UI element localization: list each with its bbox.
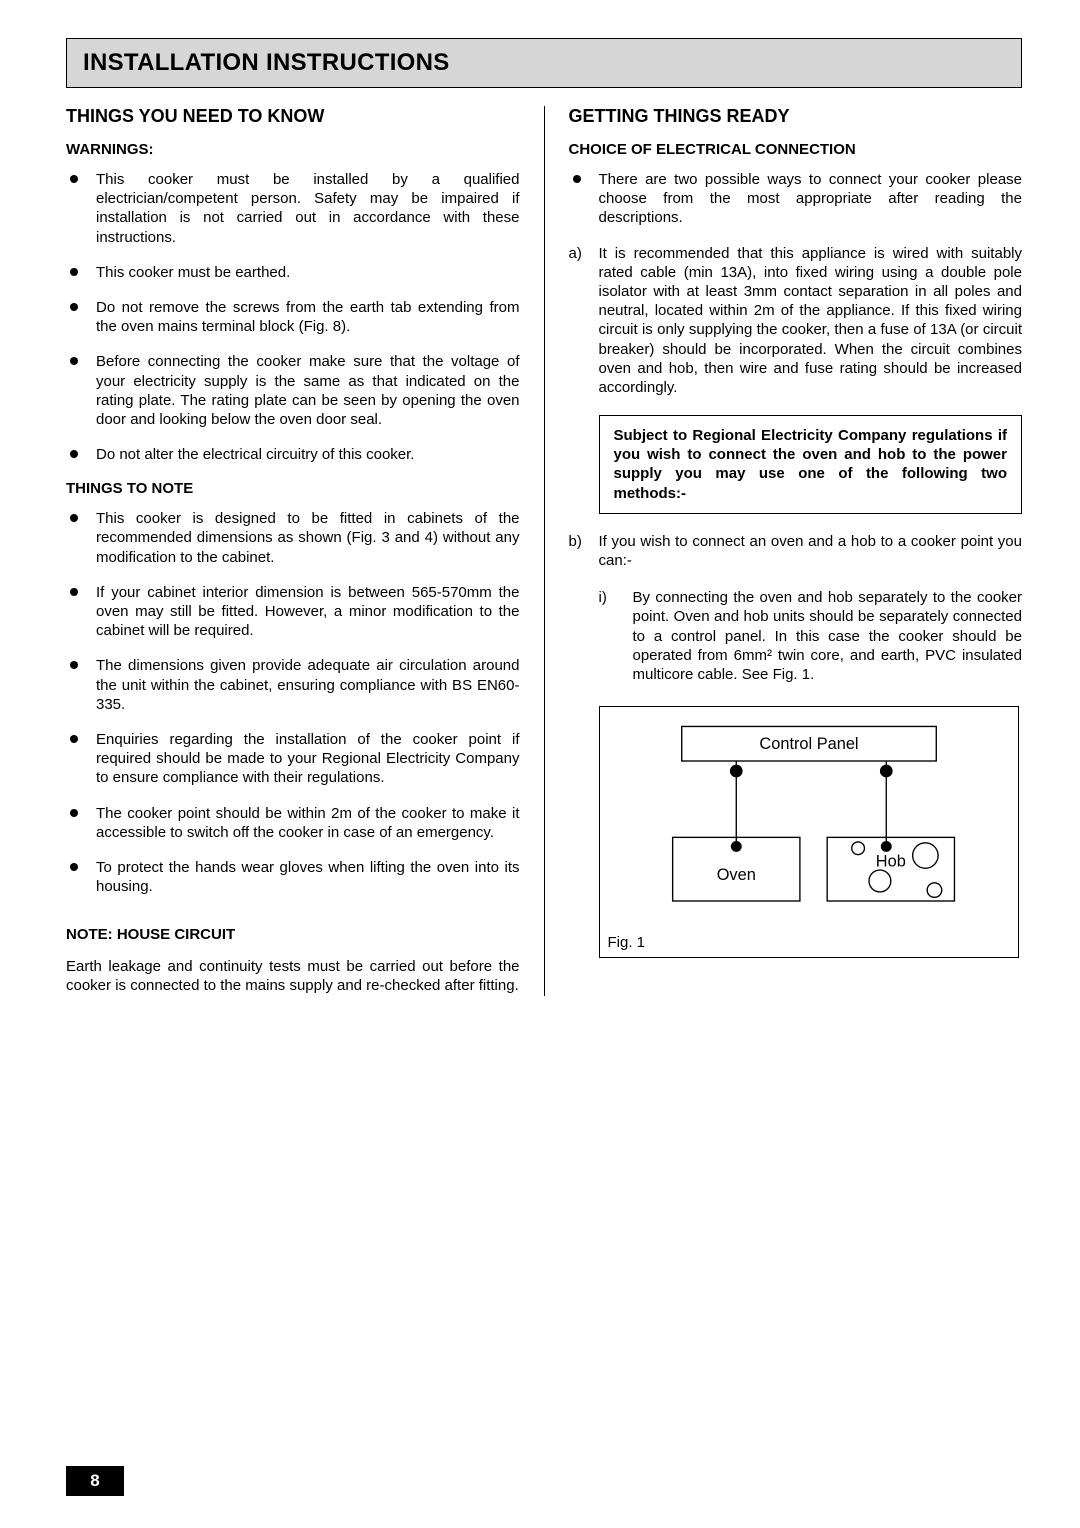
getting-ready-heading: GETTING THINGS READY: [569, 106, 1023, 127]
warnings-heading: WARNINGS:: [66, 141, 520, 158]
control-panel-label: Control Panel: [759, 735, 858, 753]
item-a-label: a): [569, 244, 599, 398]
regional-note-box: Subject to Regional Electricity Company …: [599, 415, 1023, 514]
content-columns: THINGS YOU NEED TO KNOW WARNINGS: This c…: [66, 106, 1022, 996]
item-a: a) It is recommended that this appliance…: [569, 244, 1023, 398]
hob-label: Hob: [875, 853, 905, 871]
page-header: INSTALLATION INSTRUCTIONS: [66, 38, 1022, 88]
list-item: The dimensions given provide adequate ai…: [66, 656, 520, 714]
things-to-note-heading: THINGS TO NOTE: [66, 480, 520, 497]
list-item: To protect the hands wear gloves when li…: [66, 858, 520, 896]
figure-caption: Fig. 1: [600, 932, 1018, 957]
wiring-diagram-svg: Control Panel Oven Hob: [618, 721, 1000, 921]
list-item: This cooker is designed to be fitted in …: [66, 509, 520, 567]
list-item: This cooker must be earthed.: [66, 263, 520, 282]
house-circuit-body: Earth leakage and continuity tests must …: [66, 957, 520, 995]
intro-bullet-list: There are two possible ways to connect y…: [569, 170, 1023, 228]
page-number: 8: [66, 1466, 124, 1496]
item-b-i-label: i): [599, 588, 633, 684]
item-b-body: If you wish to connect an oven and a hob…: [599, 532, 1023, 570]
right-column: GETTING THINGS READY CHOICE OF ELECTRICA…: [569, 106, 1023, 996]
item-b-i-body: By connecting the oven and hob separatel…: [633, 588, 1023, 684]
item-b-label: b): [569, 532, 599, 570]
list-item: This cooker must be installed by a quali…: [66, 170, 520, 247]
list-item: Do not remove the screws from the earth …: [66, 298, 520, 336]
item-a-body: It is recommended that this appliance is…: [599, 244, 1023, 398]
list-item: Before connecting the cooker make sure t…: [66, 352, 520, 429]
list-item: The cooker point should be within 2m of …: [66, 804, 520, 842]
item-b: b) If you wish to connect an oven and a …: [569, 532, 1023, 570]
house-circuit-heading: NOTE: HOUSE CIRCUIT: [66, 926, 520, 943]
figure-1: Control Panel Oven Hob: [599, 706, 1019, 958]
list-item: There are two possible ways to connect y…: [569, 170, 1023, 228]
oven-label: Oven: [716, 866, 755, 884]
list-item: Enquiries regarding the installation of …: [66, 730, 520, 788]
page-title: INSTALLATION INSTRUCTIONS: [83, 49, 1005, 77]
list-item: Do not alter the electrical circuitry of…: [66, 445, 520, 464]
choice-connection-heading: CHOICE OF ELECTRICAL CONNECTION: [569, 141, 1023, 158]
list-item: If your cabinet interior dimension is be…: [66, 583, 520, 641]
things-to-note-list: This cooker is designed to be fitted in …: [66, 509, 520, 896]
warnings-list: This cooker must be installed by a quali…: [66, 170, 520, 464]
regional-note-text: Subject to Regional Electricity Company …: [614, 427, 1008, 502]
item-b-i: i) By connecting the oven and hob separa…: [599, 588, 1023, 684]
left-column: THINGS YOU NEED TO KNOW WARNINGS: This c…: [66, 106, 545, 996]
things-you-need-heading: THINGS YOU NEED TO KNOW: [66, 106, 520, 127]
figure-svg-wrap: Control Panel Oven Hob: [600, 707, 1018, 932]
